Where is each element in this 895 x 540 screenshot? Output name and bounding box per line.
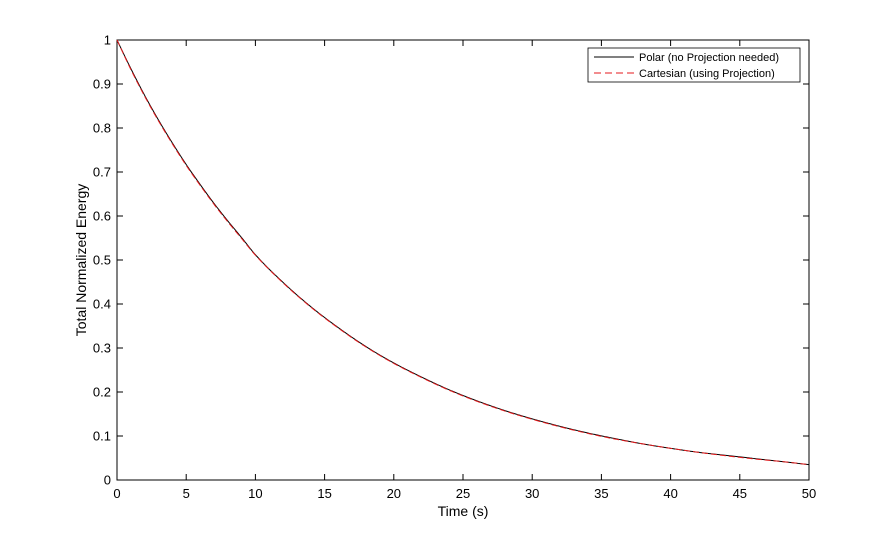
y-tick-label: 0.1 [93, 429, 111, 444]
legend: Polar (no Projection needed) Cartesian (… [587, 47, 801, 83]
legend-label-polar: Polar (no Projection needed) [639, 52, 779, 64]
y-axis: 0 0.1 0.2 0.3 0.4 0.5 0.6 0.7 0.8 0.9 1 [93, 33, 809, 488]
x-tick-label: 15 [317, 486, 331, 501]
legend-box [587, 47, 801, 83]
y-tick-label: 0.9 [93, 77, 111, 92]
x-tick-label: 45 [733, 486, 747, 501]
y-tick-label: 0.6 [93, 209, 111, 224]
x-axis: 0 5 10 15 20 25 30 35 40 45 50 [113, 40, 816, 501]
x-tick-label: 5 [183, 486, 190, 501]
x-tick-label: 25 [456, 486, 470, 501]
x-tick-label: 30 [525, 486, 539, 501]
x-tick-label: 40 [663, 486, 677, 501]
y-axis-title: Total Normalized Energy [73, 184, 89, 337]
y-tick-label: 0.3 [93, 341, 111, 356]
y-tick-label: 0.7 [93, 165, 111, 180]
x-tick-label: 35 [594, 486, 608, 501]
plot-area [116, 39, 810, 481]
series-layer [116, 39, 810, 466]
series-line-cartesian [116, 39, 810, 466]
x-tick-label: 20 [387, 486, 401, 501]
x-axis-title: Time (s) [438, 503, 489, 519]
y-tick-label: 0.8 [93, 121, 111, 136]
legend-label-cartesian: Cartesian (using Projection) [639, 68, 775, 80]
y-tick-label: 0.5 [93, 253, 111, 268]
y-tick-label: 0.4 [93, 297, 111, 312]
y-tick-label: 0 [104, 473, 111, 488]
x-tick-label: 10 [248, 486, 262, 501]
y-tick-label: 0.2 [93, 385, 111, 400]
y-tick-label: 1 [104, 33, 111, 48]
x-tick-label: 0 [113, 486, 120, 501]
x-tick-label: 50 [802, 486, 816, 501]
